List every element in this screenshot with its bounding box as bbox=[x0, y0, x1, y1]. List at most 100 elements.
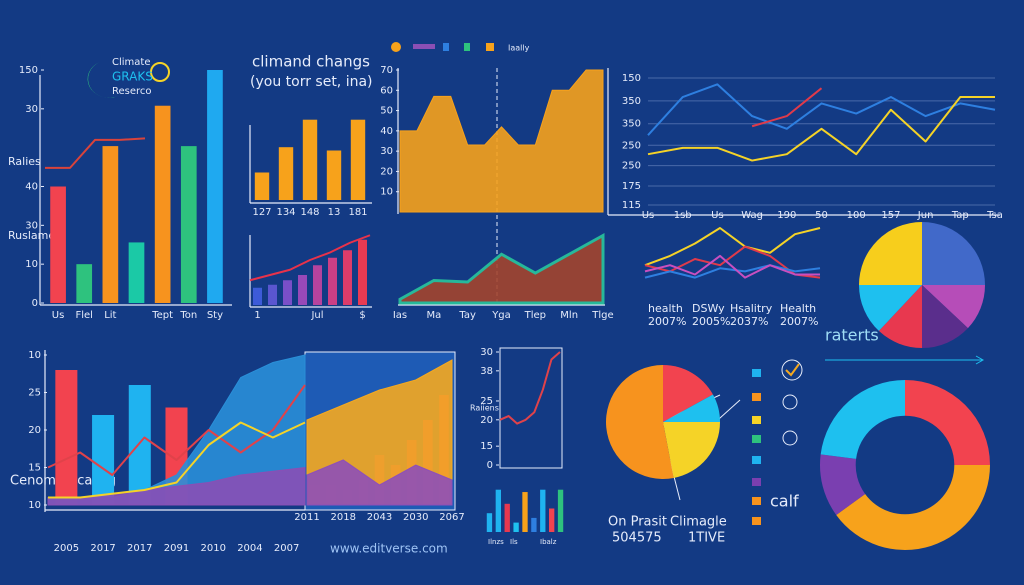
y-tick-label: 150 bbox=[622, 73, 641, 84]
bar bbox=[302, 119, 318, 200]
x-tick-label: 127 bbox=[252, 207, 271, 218]
bar bbox=[531, 517, 537, 532]
pie-text: 504575 bbox=[612, 531, 662, 546]
line bbox=[751, 87, 823, 128]
bar bbox=[326, 150, 342, 200]
line bbox=[45, 137, 146, 169]
y-tick-label: 250 bbox=[622, 140, 641, 151]
chart-subtitle: (you torr set, ina) bbox=[250, 74, 373, 90]
y-tick-label: 15 bbox=[28, 463, 41, 474]
x-tick-label: 2017 bbox=[127, 543, 152, 554]
slice bbox=[663, 394, 720, 422]
logo-mark bbox=[87, 62, 170, 98]
legend-word: calf bbox=[770, 492, 799, 511]
x-tick-label: Tlge bbox=[591, 310, 613, 321]
y-tick-label: 20 bbox=[380, 166, 393, 177]
bar bbox=[343, 250, 352, 305]
x-tick-label: 2007 bbox=[274, 543, 299, 554]
y-tick-label: 60 bbox=[380, 85, 393, 96]
x-tick-label: Us bbox=[52, 310, 65, 321]
legend-column bbox=[752, 359, 803, 525]
y-tick-label: 10 bbox=[25, 259, 38, 270]
bar bbox=[154, 105, 171, 303]
y-tick-label: 25 bbox=[28, 388, 41, 399]
health-label: Hsalitry bbox=[730, 302, 773, 315]
slice bbox=[836, 465, 990, 551]
x-tick-label: Jul bbox=[310, 310, 323, 321]
x-tick-label: Tlep bbox=[524, 310, 546, 321]
bar bbox=[549, 508, 555, 532]
area bbox=[399, 69, 604, 213]
slice bbox=[905, 380, 990, 465]
area bbox=[398, 232, 605, 305]
y-tick-label: 20 bbox=[480, 415, 493, 426]
slice bbox=[922, 285, 985, 329]
x-tick-label: Tsa bbox=[986, 210, 1003, 221]
x-tick-label: 2010 bbox=[200, 543, 225, 554]
y-tick-label: 250 bbox=[622, 161, 641, 172]
line bbox=[644, 245, 821, 279]
bar bbox=[298, 275, 307, 305]
bar bbox=[128, 385, 151, 505]
y-tick-label: 175 bbox=[622, 181, 641, 192]
line bbox=[48, 421, 306, 499]
x-tick-label: 100 bbox=[847, 210, 866, 221]
pie-text: Climagle bbox=[670, 515, 727, 530]
x-tick-label: Tept bbox=[151, 310, 173, 321]
bar bbox=[128, 242, 145, 303]
y-tick-label: 40 bbox=[25, 182, 38, 193]
line bbox=[499, 351, 561, 425]
small-label: Ibalz bbox=[540, 538, 557, 546]
health-label: 2007% bbox=[648, 315, 686, 328]
line bbox=[644, 227, 821, 267]
health-label: Health bbox=[780, 302, 816, 315]
y-tick-label: 30 bbox=[25, 104, 38, 115]
x-tick-label: 13 bbox=[328, 207, 341, 218]
y-tick-label: 10 bbox=[380, 187, 393, 198]
bar bbox=[513, 522, 519, 532]
logo-line: GRAKS bbox=[112, 70, 153, 84]
slice bbox=[858, 285, 922, 331]
health-label: DSWy bbox=[692, 302, 725, 315]
pie-text: 1TIVE bbox=[688, 531, 725, 546]
bar bbox=[540, 489, 546, 532]
bar bbox=[557, 489, 564, 532]
x-tick-label: Wag bbox=[741, 210, 763, 221]
x-tick-label: Ma bbox=[426, 310, 441, 321]
x-tick-label: 157 bbox=[881, 210, 900, 221]
x-tick-label: Us bbox=[711, 210, 724, 221]
logo-line: Climate bbox=[112, 57, 150, 68]
x-tick-label: 2005 bbox=[54, 543, 79, 554]
legend-tag: Iaally bbox=[508, 44, 530, 53]
bar bbox=[180, 146, 197, 303]
y-tick-label: 70 bbox=[380, 65, 393, 76]
line bbox=[644, 254, 820, 279]
y-tick-label: 30 bbox=[380, 146, 393, 157]
x-tick-label: 2030 bbox=[403, 512, 428, 523]
y-tick-label: 40 bbox=[380, 126, 393, 137]
x-tick-label: 50 bbox=[815, 210, 828, 221]
line bbox=[249, 234, 371, 282]
x-tick-label: 2043 bbox=[367, 512, 392, 523]
x-tick-label: Jun bbox=[917, 210, 934, 221]
slice bbox=[663, 365, 713, 422]
y-tick-label: 350 bbox=[622, 119, 641, 130]
x-tick-label: 1 bbox=[254, 310, 260, 321]
y-tick-label: 50 bbox=[380, 106, 393, 117]
bar bbox=[486, 513, 493, 532]
y-tick-label: 10 bbox=[28, 500, 41, 511]
y-tick-label: 150 bbox=[19, 65, 38, 76]
x-tick-label: Sty bbox=[207, 310, 223, 321]
y-tick-label: 20 bbox=[28, 425, 41, 436]
x-tick-label: Ias bbox=[393, 310, 407, 321]
slice bbox=[922, 222, 985, 285]
x-tick-label: Tay bbox=[458, 310, 476, 321]
bar bbox=[254, 172, 270, 200]
area bbox=[306, 459, 453, 506]
health-label: 2005% bbox=[692, 315, 730, 328]
bar bbox=[253, 287, 262, 305]
y-tick-label: 0 bbox=[487, 460, 493, 471]
x-tick-label: 2067 bbox=[439, 512, 464, 523]
y-tick-label: 15 bbox=[480, 441, 493, 452]
